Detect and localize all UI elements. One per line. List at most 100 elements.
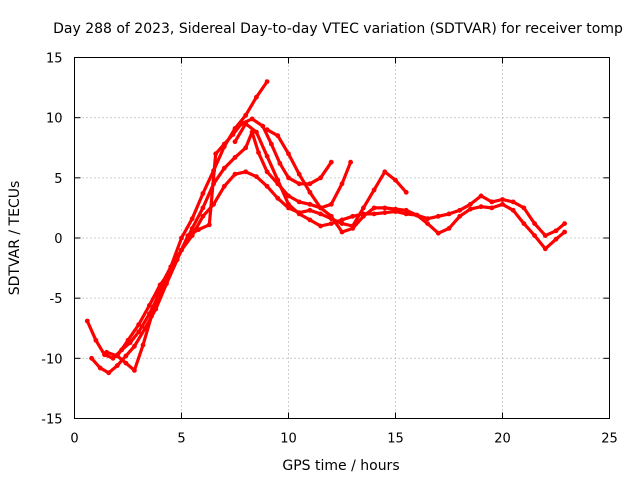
data-point	[89, 355, 94, 361]
data-point	[489, 199, 495, 205]
x-axis-label: GPS time / hours	[282, 458, 399, 474]
data-point	[328, 213, 334, 219]
data-point	[239, 121, 244, 127]
data-point	[307, 181, 313, 187]
ticks: 0 5 10 15 20 25 -15 -10 -5 0 5 10 15	[41, 52, 618, 447]
data-point	[286, 201, 291, 207]
data-point	[318, 223, 323, 229]
data-point	[328, 221, 334, 227]
data-point	[361, 205, 366, 211]
y-tick-label: 15	[46, 52, 63, 67]
x-tick-label: 0	[70, 432, 78, 447]
data-point	[478, 204, 484, 210]
data-point	[275, 177, 281, 183]
data-point	[521, 205, 527, 211]
data-point	[211, 181, 217, 187]
data-point	[132, 368, 137, 373]
data-point	[200, 213, 206, 219]
data-point	[200, 191, 206, 196]
data-point	[339, 229, 345, 235]
data-point	[256, 150, 261, 156]
data-point	[510, 207, 516, 213]
data-point	[254, 174, 259, 180]
x-tick-label: 10	[280, 432, 297, 447]
data-point	[230, 132, 236, 137]
data-point	[382, 205, 388, 211]
data-point	[339, 181, 345, 187]
data-point	[264, 169, 270, 175]
data-point	[339, 217, 345, 223]
data-point	[114, 353, 120, 359]
data-point	[179, 247, 184, 253]
data-point	[478, 193, 484, 199]
series-line	[89, 117, 333, 375]
data-point	[350, 226, 356, 231]
data-point	[553, 228, 559, 234]
data-point	[348, 159, 353, 165]
y-tick-label: 10	[46, 112, 63, 127]
data-point	[307, 201, 313, 207]
series-group	[84, 79, 567, 376]
data-point	[371, 211, 377, 217]
data-point	[249, 116, 255, 122]
data-point	[510, 199, 516, 205]
data-point	[521, 221, 527, 227]
data-point	[254, 94, 259, 100]
data-point	[264, 183, 270, 189]
data-point	[393, 206, 398, 212]
data-point	[275, 133, 281, 139]
data-point	[243, 121, 249, 127]
data-point	[164, 281, 169, 287]
data-point	[318, 205, 323, 211]
data-point	[318, 211, 323, 217]
data-point	[542, 233, 548, 239]
data-point	[140, 342, 146, 348]
data-point	[489, 205, 495, 211]
data-point	[260, 123, 266, 129]
data-point	[350, 213, 356, 219]
data-point	[277, 161, 283, 166]
data-point	[264, 153, 270, 159]
data-point	[149, 313, 154, 319]
data-point	[243, 169, 249, 175]
data-point	[200, 205, 206, 211]
data-point	[232, 155, 238, 160]
data-point	[393, 177, 398, 183]
y-axis-label: SDTVAR / TECUs	[7, 181, 23, 296]
data-point	[211, 201, 217, 207]
data-point	[189, 233, 195, 239]
data-point	[339, 221, 345, 227]
data-point	[114, 363, 120, 368]
data-point	[307, 207, 313, 213]
grid	[74, 57, 610, 419]
data-point	[553, 236, 559, 242]
data-point	[468, 206, 473, 212]
data-point	[500, 197, 505, 202]
data-point	[286, 175, 291, 181]
data-point	[446, 211, 452, 217]
data-point	[147, 303, 152, 308]
data-point	[157, 282, 163, 288]
data-point	[269, 141, 274, 147]
chart-title: Day 288 of 2023, Sidereal Day-to-day VTE…	[53, 21, 623, 37]
data-point	[104, 349, 109, 355]
data-point	[110, 355, 116, 361]
data-point	[264, 127, 270, 133]
data-point	[328, 201, 334, 207]
y-tick-label: -5	[50, 292, 63, 307]
data-point	[286, 193, 291, 199]
data-point	[189, 226, 195, 231]
data-point	[307, 217, 313, 223]
data-point	[286, 151, 291, 157]
data-point	[125, 337, 131, 343]
data-point	[168, 268, 174, 273]
y-tick-label: 0	[54, 232, 62, 247]
data-point	[328, 159, 334, 165]
series-day-2	[89, 116, 334, 376]
data-point	[123, 353, 129, 359]
data-point	[446, 226, 452, 231]
data-point	[457, 207, 463, 213]
data-point	[296, 199, 302, 205]
x-tick-label: 5	[177, 432, 185, 447]
data-point	[136, 329, 142, 335]
